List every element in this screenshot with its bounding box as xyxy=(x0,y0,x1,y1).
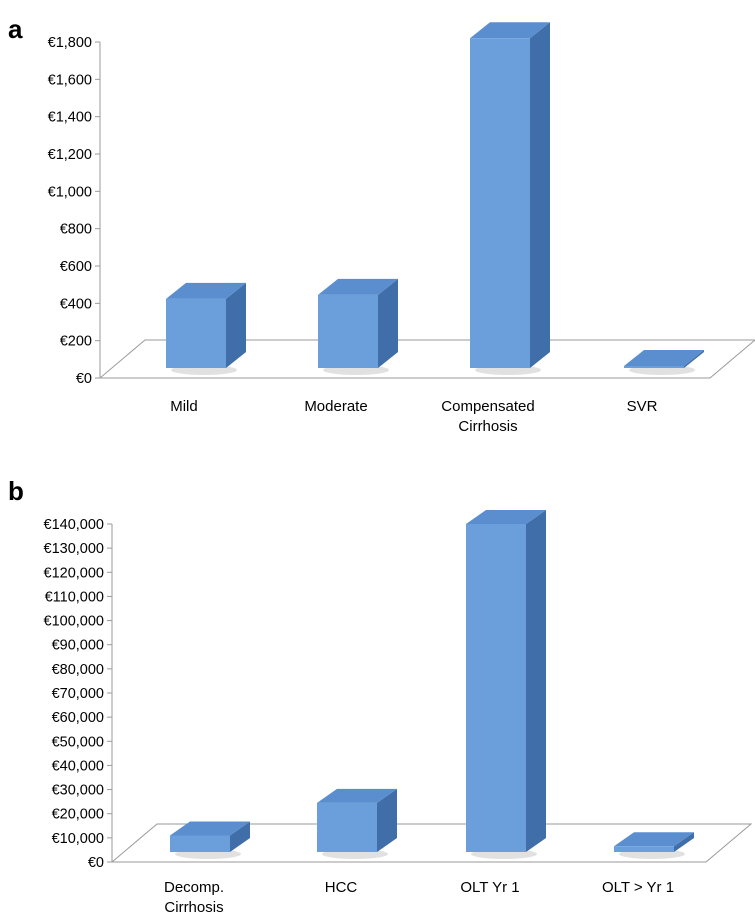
bar-top xyxy=(170,821,250,836)
bar xyxy=(614,846,674,852)
y-tick-label: €1,600 xyxy=(48,72,92,88)
x-category-label: Decomp. Cirrhosis xyxy=(164,879,224,916)
bar-side xyxy=(674,832,694,852)
panel-letter-a: a xyxy=(8,14,23,44)
bar xyxy=(466,524,526,852)
chart-floor xyxy=(110,823,753,863)
y-tick-label: €50,000 xyxy=(52,734,104,750)
bar-side xyxy=(378,278,398,368)
bar xyxy=(166,298,226,368)
bar-side xyxy=(377,788,397,852)
bar xyxy=(624,366,684,368)
y-tick-label: €80,000 xyxy=(52,662,104,678)
bar xyxy=(318,294,378,368)
y-tick-label: €1,000 xyxy=(48,184,92,200)
x-category-label: OLT Yr 1 xyxy=(460,879,519,896)
bar xyxy=(470,38,530,369)
bar-side xyxy=(230,821,250,852)
y-tick-label: €30,000 xyxy=(52,783,104,799)
bar-top xyxy=(166,282,246,299)
y-tick-label: €10,000 xyxy=(52,831,104,847)
bar xyxy=(170,835,230,852)
bar-top xyxy=(470,22,550,39)
bar-side xyxy=(226,282,246,368)
y-tick-label: €0 xyxy=(76,371,92,387)
y-tick-label: €200 xyxy=(60,334,92,350)
y-tick-label: €70,000 xyxy=(52,686,104,702)
y-tick-label: €110,000 xyxy=(45,589,104,605)
bar-top xyxy=(466,510,546,524)
y-tick-label: €400 xyxy=(60,296,92,312)
bar-top xyxy=(318,278,398,295)
y-tick-label: €90,000 xyxy=(52,638,104,654)
bar-top xyxy=(614,832,694,847)
x-category-label: HCC xyxy=(325,879,358,896)
chart-floor xyxy=(98,339,755,379)
chart-b: €0 €10,000 €20,000 €30,000 €40,000 €50,000 €60… xyxy=(44,510,753,916)
y-tick-label: €0 xyxy=(88,855,104,871)
y-tick-label: €1,400 xyxy=(48,110,92,126)
y-tick-label: €120,000 xyxy=(44,565,104,581)
chart-a: €0 €200 €400 €600 €800 €1,000 €1,200 €1,400 €1,6… xyxy=(48,22,755,435)
y-tick-label: €140,000 xyxy=(44,517,104,533)
y-tick-label: €130,000 xyxy=(44,541,104,557)
bar xyxy=(317,802,377,852)
y-tick-label: €20,000 xyxy=(52,807,104,823)
bar-side xyxy=(526,510,546,852)
bar-side xyxy=(530,22,550,369)
y-tick-label: €1,200 xyxy=(48,147,92,163)
bar-side xyxy=(684,350,704,368)
x-category-label: SVR xyxy=(627,398,658,415)
y-tick-label: €600 xyxy=(60,259,92,275)
x-category-label: Mild xyxy=(170,398,198,415)
y-tick-label: €40,000 xyxy=(52,758,104,774)
y-tick-label: €1,800 xyxy=(48,35,92,51)
y-tick-label: €100,000 xyxy=(44,614,104,630)
x-category-label: Moderate xyxy=(304,398,367,415)
y-tick-label: €800 xyxy=(60,222,92,238)
x-category-label: OLT > Yr 1 xyxy=(602,879,674,896)
panel-letter-b: b xyxy=(8,476,24,506)
y-tick-label: €60,000 xyxy=(52,710,104,726)
x-category-label: Compensated Cirrhosis xyxy=(441,398,534,435)
bar-top xyxy=(317,788,397,803)
bar-top xyxy=(624,350,704,366)
